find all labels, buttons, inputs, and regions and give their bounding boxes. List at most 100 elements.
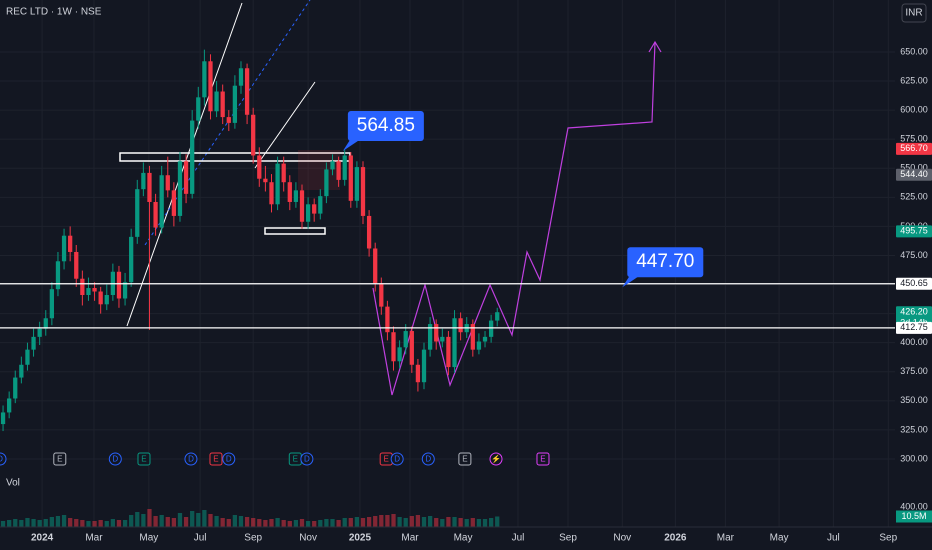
candle-body (122, 282, 128, 299)
volume-bar (373, 516, 378, 527)
y-tick-label: 375.00 (900, 366, 928, 376)
candle-body (348, 155, 353, 201)
event-label: D (425, 455, 431, 464)
event-marker (0, 452, 7, 466)
x-tick-label: Sep (879, 533, 897, 544)
volume-bar (244, 517, 250, 527)
candle-body (80, 278, 85, 295)
event-label: ⚡ (491, 454, 501, 464)
candle-body (495, 312, 500, 321)
volume-bar (19, 520, 24, 527)
volume-bar (360, 518, 366, 527)
price-badge (896, 168, 932, 181)
volume-bar (434, 518, 439, 527)
volume-bar (208, 514, 213, 527)
candle-body (305, 204, 311, 222)
price-badge-label: 566.70 (900, 143, 928, 153)
candle-body (293, 190, 299, 202)
candle-body (366, 215, 372, 249)
y-tick-label: 350.00 (900, 395, 928, 405)
x-tick-label: 2025 (349, 533, 372, 544)
x-tick-label: Mar (401, 533, 419, 544)
volume-bar (86, 521, 91, 527)
candle-body (488, 320, 494, 337)
candle-body (287, 182, 292, 202)
volume-bar (202, 510, 207, 527)
currency-label[interactable]: INR (905, 8, 922, 19)
volume-bar (312, 521, 317, 527)
volume-bar (98, 520, 103, 527)
volume-bar (238, 516, 244, 527)
candle-body (171, 190, 177, 216)
currency-button[interactable] (901, 3, 927, 23)
event-marker (421, 452, 435, 466)
candle-body (226, 117, 231, 123)
x-tick-label: Sep (244, 533, 262, 544)
candle-body (25, 349, 30, 365)
y-tick-label: 525.00 (900, 192, 928, 202)
candle-body (0, 412, 6, 425)
volume-bar (177, 513, 183, 527)
candle-body (68, 235, 73, 252)
candle-body (202, 61, 207, 98)
volume-bar (55, 516, 61, 527)
volume-bar (61, 515, 67, 527)
candle-body (251, 114, 256, 156)
volume-bar (269, 519, 274, 527)
candle-body (385, 306, 390, 333)
candle-body (452, 318, 457, 368)
volume-bar (470, 518, 475, 527)
candle-body (98, 291, 103, 305)
candle-body (135, 189, 140, 237)
candle-body (403, 331, 408, 348)
volume-bar (80, 520, 85, 527)
volume-bar (25, 518, 30, 527)
volume-bar (135, 512, 140, 527)
volume-bar (226, 519, 231, 527)
x-tick-label: Mar (717, 533, 735, 544)
volume-bar (379, 515, 384, 527)
volume-bar (147, 509, 152, 527)
event-marker (489, 452, 503, 466)
axes: 300.00325.00350.00375.00400.00425.00450.… (31, 46, 932, 544)
candle-body (427, 324, 433, 350)
volume-bar (0, 521, 6, 527)
candle-body (397, 347, 402, 362)
volume-bar (165, 517, 170, 527)
candle-body (61, 235, 67, 262)
y-tick-label: 550.00 (900, 163, 928, 173)
x-tick-label: Mar (85, 533, 103, 544)
event-label: D (0, 455, 3, 464)
volume-bar (74, 519, 79, 527)
price-badge-label: 412.75 (900, 322, 928, 332)
event-label: E (462, 455, 467, 464)
volume-bar (446, 517, 451, 527)
event-label: E (293, 455, 298, 464)
y-tick-label: 475.00 (900, 250, 928, 260)
candle-body (159, 175, 164, 228)
candle-body (31, 336, 36, 350)
volume-bar (220, 518, 225, 527)
candle-body (129, 236, 134, 283)
volume-bar (415, 515, 421, 527)
candle-body (330, 161, 335, 170)
candle-body (263, 178, 268, 183)
y-tick-label: 575.00 (900, 134, 928, 144)
candle-body (74, 251, 79, 279)
callout-label: 447.70 (636, 251, 694, 272)
candle-body (360, 167, 366, 216)
candle-body (214, 91, 219, 112)
x-tick-label: 2026 (664, 533, 687, 544)
candle-body (177, 161, 183, 216)
volume-bar (196, 513, 201, 527)
volume-bar (366, 517, 372, 527)
candle-body (324, 169, 329, 197)
candle-body (147, 172, 152, 202)
candle-body (116, 271, 122, 299)
event-label: D (112, 455, 118, 464)
event-label: E (213, 455, 218, 464)
candle-body (275, 163, 280, 205)
x-tick-label: Sep (559, 533, 577, 544)
price-badge-label: 450.65 (900, 278, 928, 288)
candle-body (299, 190, 305, 222)
